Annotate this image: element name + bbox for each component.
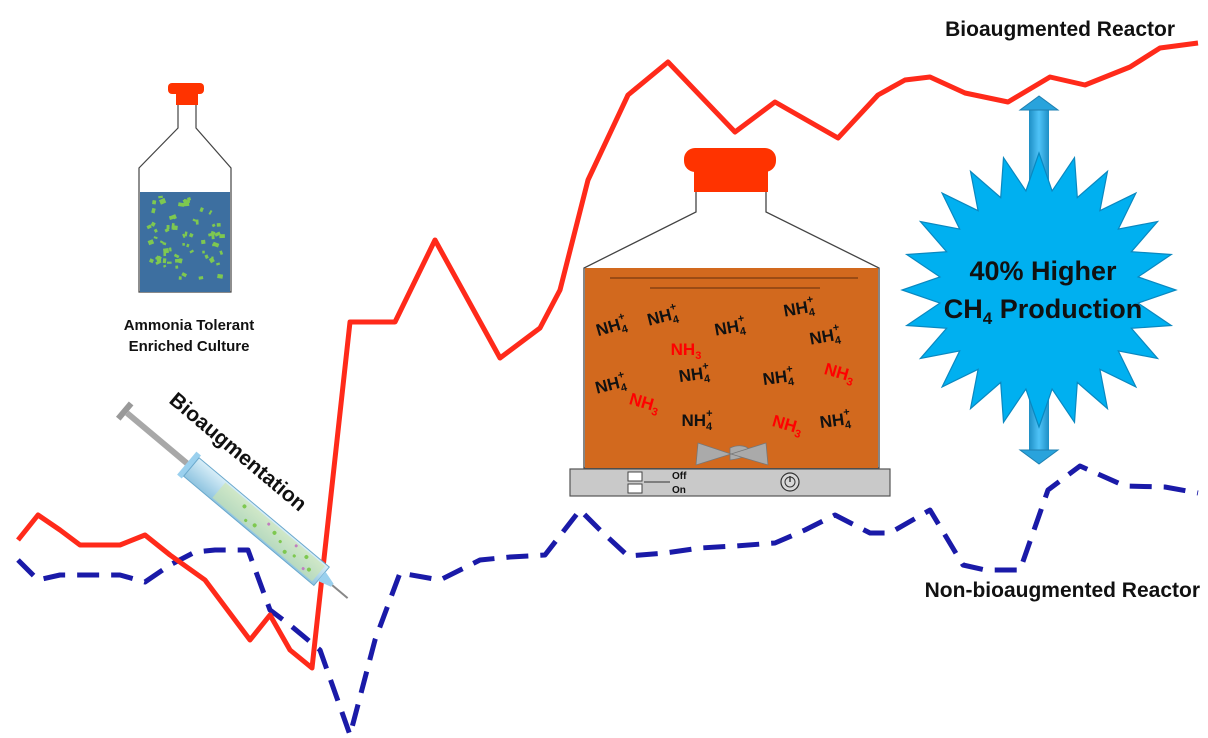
culture-particle [155,259,162,266]
culture-particle [153,228,158,233]
culture-particle [155,255,162,262]
culture-particle [195,219,199,225]
bioaugmented-line [16,40,1199,671]
culture-particles [146,195,225,280]
culture-particle [214,231,221,237]
culture-particle [184,231,188,237]
culture-bottle-neck [176,93,198,105]
culture-particle [186,200,190,203]
ammonium-label: NH4+ [808,321,843,351]
culture-particle [182,233,186,239]
switch-on-label: On [672,485,686,496]
culture-label-line2: Enriched Culture [129,338,250,355]
culture-particle [187,197,192,201]
culture-particle [198,276,204,280]
reactor-cap [684,148,776,172]
culture-particle [216,262,221,266]
ammonium-label: NH4+ [818,406,853,435]
culture-particle [158,195,163,199]
stirrer-plate: Off On [569,468,891,497]
culture-particle [181,272,188,278]
culture-particle [204,254,209,260]
culture-bottle [138,83,232,293]
switch-off-label: Off [672,471,687,482]
culture-particle [208,257,215,264]
switch-off-box[interactable] [627,471,643,482]
syringe [115,401,349,599]
culture-particle [159,197,167,205]
non-bioaugmented-reactor-label: Non-bioaugmented Reactor [925,579,1200,602]
culture-particle [211,235,215,240]
culture-particle [211,223,216,228]
culture-particle [175,258,181,263]
ammonium-label: NH4+ [782,293,817,323]
culture-particle [167,261,172,264]
culture-particle [162,264,167,268]
culture-particle [178,276,182,280]
culture-particle [189,249,195,254]
burst-line2: CH4 Production [944,294,1142,328]
culture-particle [168,247,172,252]
culture-particle [150,221,156,227]
ammonium-label: NH4+ [713,312,748,342]
culture-particle [192,218,197,222]
culture-particle [199,207,204,213]
culture-particle [183,202,190,207]
culture-particle [202,250,205,254]
bioaugmented-reactor-label: Bioaugmented Reactor [945,18,1175,41]
culture-label-line1: Ammonia Tolerant [124,317,255,334]
ammonia-label: NH3 [671,340,702,362]
culture-particle [171,225,178,231]
culture-particle [162,258,167,264]
ammonium-label: NH4+ [677,360,712,389]
culture-particle [201,239,206,245]
culture-particle [162,248,170,254]
culture-particle [219,234,225,239]
culture-particle [182,242,185,246]
switch-on-box[interactable] [627,483,643,494]
reactor-liquid [585,268,878,468]
culture-particle [159,240,164,244]
culture-particle [153,236,158,240]
culture-particle [146,224,152,230]
culture-particle [186,243,190,248]
ammonium-label: NH4+ [761,363,796,392]
production-burst [900,151,1178,429]
burst-line1: 40% Higher [969,256,1117,286]
reactor-neck [694,170,768,192]
culture-particle [168,215,174,220]
culture-particle [208,210,213,215]
culture-particle [219,250,224,256]
culture-particle [147,239,155,246]
stir-bar [695,442,733,466]
culture-particle [212,243,215,247]
culture-particle [173,253,180,259]
culture-particle [148,258,154,264]
culture-particle [162,242,167,246]
culture-particle [166,225,170,230]
culture-bottle-cap [168,83,204,94]
culture-particle [188,232,194,238]
culture-particle [175,265,179,269]
culture-particle [217,273,224,279]
non-bioaugmented-line [16,463,1199,738]
ammonium-label: NH4+ [681,408,713,433]
culture-particle [151,207,156,214]
culture-particle [152,200,156,205]
culture-particle [216,223,221,227]
culture-particle [178,202,185,207]
culture-particle [210,230,216,236]
